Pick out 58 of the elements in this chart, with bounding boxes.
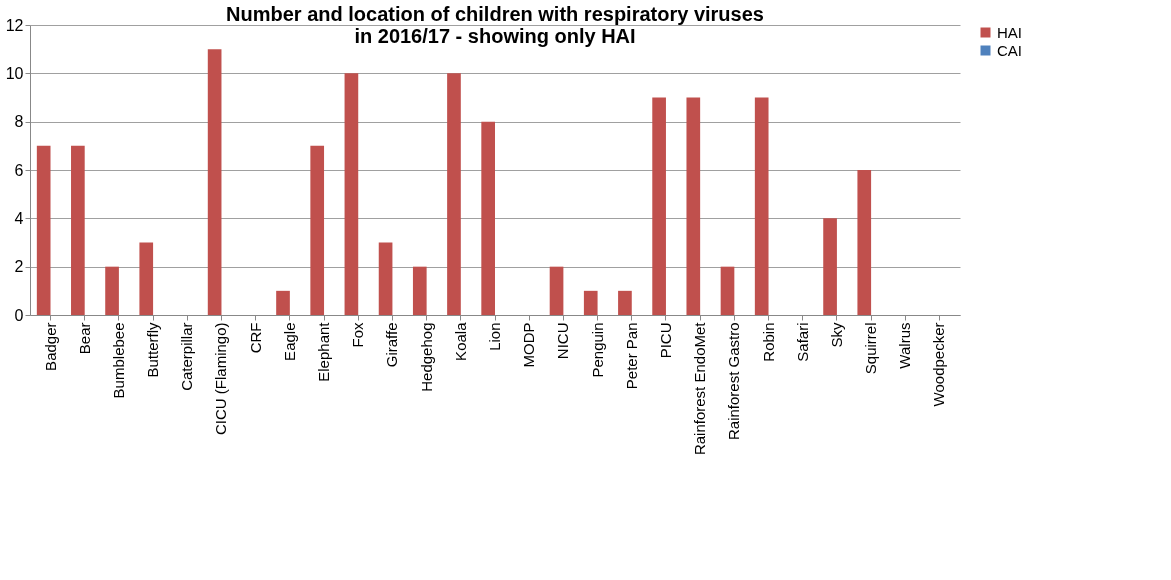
x-tick-label: Giraffe <box>383 322 401 368</box>
bar <box>105 266 119 315</box>
x-tick-label: Squirrel <box>862 322 880 375</box>
x-tick-label: Eagle <box>280 322 298 361</box>
bar <box>583 290 598 315</box>
x-tick-label: CRF <box>246 322 264 354</box>
x-tick-label: MODP <box>520 322 538 368</box>
x-tick-label: Walrus <box>896 322 914 369</box>
x-tick-label: Butterfly <box>144 322 162 378</box>
bar <box>207 49 222 315</box>
x-tick-label: Sky <box>827 322 845 348</box>
x-tick-label: Bumblebee <box>109 322 127 399</box>
bar <box>276 290 290 315</box>
y-tick-label: 0 <box>14 306 24 324</box>
y-tick-label: 4 <box>14 209 24 227</box>
y-tick-label: 8 <box>14 113 24 131</box>
bar <box>823 218 837 315</box>
bar <box>71 145 85 315</box>
x-tick-label: CICU (Flamingo) <box>212 322 230 436</box>
x-tick-label: Rainforest EndoMet <box>691 321 709 456</box>
x-tick-label: Lion <box>486 322 503 351</box>
y-tick-label: 6 <box>14 161 24 179</box>
x-tick-label: Bear <box>75 322 93 355</box>
bar <box>481 121 495 315</box>
x-tick-label: Rainforest Gastro <box>725 322 743 441</box>
x-tick-label: Badger <box>41 322 59 371</box>
bar <box>549 266 564 315</box>
x-tick-label: Robin <box>759 322 777 362</box>
bar <box>652 97 666 315</box>
bar <box>412 266 427 315</box>
bar <box>344 73 359 315</box>
bar <box>857 170 872 315</box>
legend-label: HAI <box>997 23 1023 41</box>
bar <box>686 97 701 315</box>
x-tick-label: Caterpillar <box>178 322 196 391</box>
bar <box>754 97 769 315</box>
x-tick-label: NICU <box>554 322 572 360</box>
x-tick-label: Peter Pan <box>622 322 640 390</box>
x-tick-label: Elephant <box>315 321 333 382</box>
chart-title: Number and location of children with respiratory viruses in 2016/17 - showing only HAI <box>226 3 764 47</box>
bar <box>378 242 393 315</box>
bar <box>139 242 154 315</box>
x-tick-label: Penguin <box>588 322 606 378</box>
bar <box>720 266 735 315</box>
y-tick-label: 12 <box>5 16 24 34</box>
bar <box>447 73 461 315</box>
x-tick-label: PICU <box>656 322 674 359</box>
x-tick-label: Fox <box>349 322 367 348</box>
x-tick-label: Woodpecker <box>930 322 948 407</box>
bar <box>36 145 51 315</box>
legend-label: CAI <box>997 41 1023 59</box>
x-tick-label: Safari <box>793 322 811 362</box>
x-tick-label: Hedgehog <box>417 322 435 392</box>
x-tick-label: Koala <box>451 321 469 361</box>
y-tick-label: 10 <box>5 64 24 82</box>
bar <box>618 290 632 315</box>
bar <box>310 145 325 315</box>
y-tick-label: 2 <box>14 258 24 276</box>
